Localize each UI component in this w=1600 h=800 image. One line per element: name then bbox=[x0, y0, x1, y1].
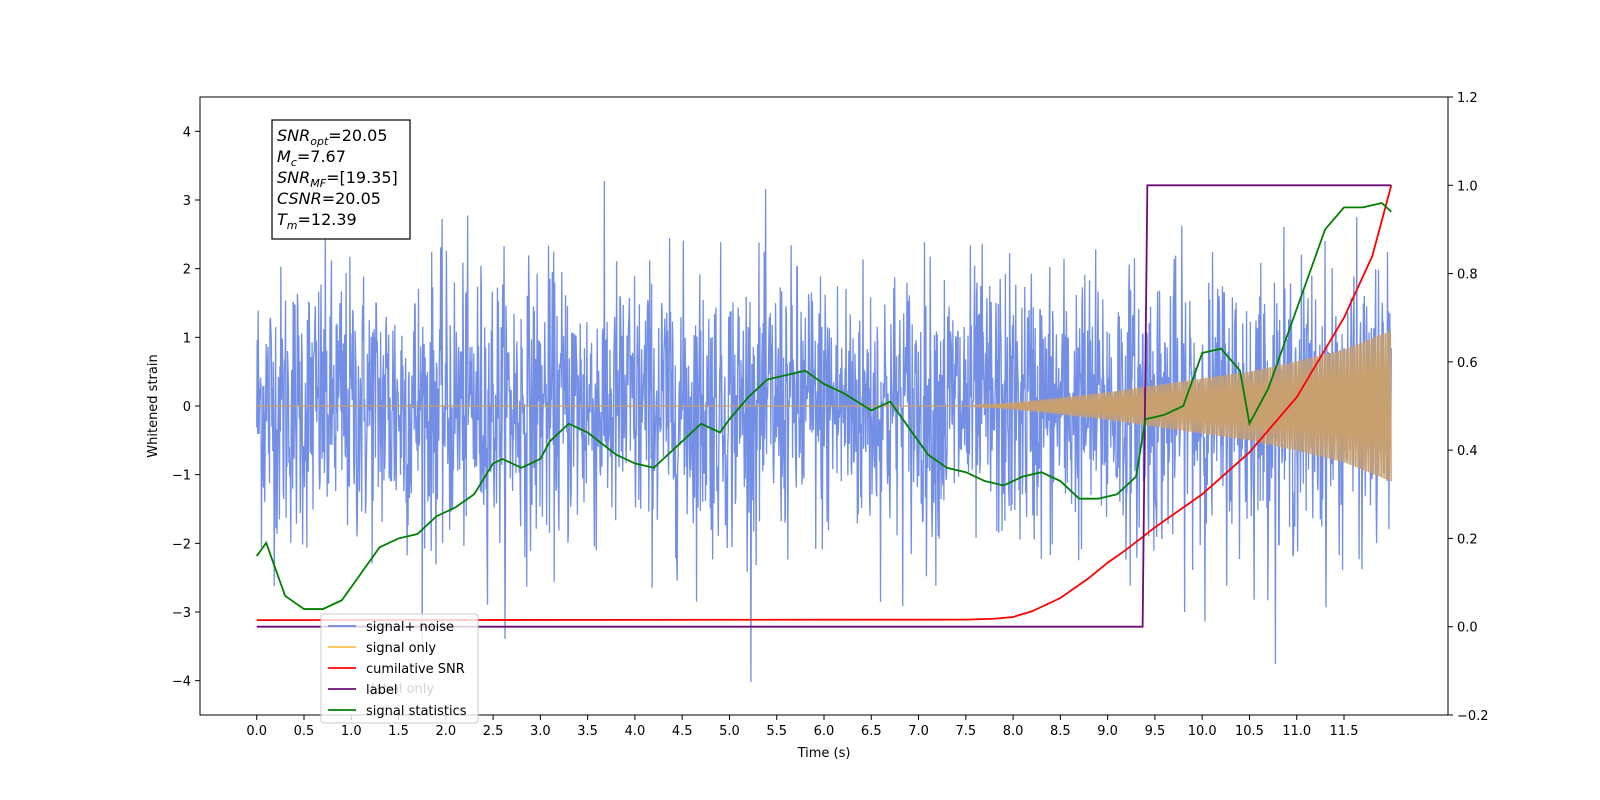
legend-hidden-text: label only bbox=[371, 682, 434, 697]
x-tick-label: 2.0 bbox=[435, 724, 456, 739]
y-axis-label: Whitened strain bbox=[146, 354, 161, 457]
series-signal-noise bbox=[256, 181, 1392, 683]
x-tick-label: 3.5 bbox=[577, 724, 598, 739]
y-tick-label: −3 bbox=[172, 606, 191, 621]
axes: 0.0 0.5 1.0 1.5 2.0 2.5 3.0 3.5 4.0 4.5 5.0 5.5 6.0 6… bbox=[172, 91, 1489, 739]
x-tick-label: 1.0 bbox=[341, 724, 362, 739]
info-line: Mc=7.67 bbox=[277, 147, 346, 169]
x-tick-label: 0.5 bbox=[294, 724, 315, 739]
series-cumilative-snr bbox=[256, 185, 1393, 621]
x-tick-label: 1.5 bbox=[388, 724, 409, 739]
legend-entry: signal+ noise bbox=[366, 620, 454, 635]
x-tick-label: 4.0 bbox=[625, 724, 646, 739]
y2-tick-label: 0.2 bbox=[1457, 532, 1478, 547]
y-tick-label: 4 bbox=[183, 125, 191, 140]
x-tick-label: 6.0 bbox=[814, 724, 835, 739]
x-tick-label: 10.0 bbox=[1188, 724, 1217, 739]
info-line: Tm=12.39 bbox=[277, 210, 357, 232]
x-tick-label: 10.5 bbox=[1235, 724, 1264, 739]
series-signal-only bbox=[256, 330, 1392, 482]
legend-frame bbox=[320, 613, 479, 724]
info-box: SNRopt=20.05Mc=7.67SNRMF=[19.35]CSNR=20.… bbox=[271, 119, 411, 240]
y-tick-label: 3 bbox=[183, 194, 191, 209]
x-tick-label: 9.0 bbox=[1097, 724, 1118, 739]
x-tick-label: 2.5 bbox=[483, 724, 504, 739]
legend-entry: cumilative SNR bbox=[366, 662, 465, 677]
y2-tick-label: 1.2 bbox=[1457, 91, 1478, 106]
x-tick-label: 3.0 bbox=[530, 724, 551, 739]
y-tick-label: 0 bbox=[183, 400, 191, 415]
y2-tick-label: 0.8 bbox=[1457, 268, 1478, 283]
y-tick-label: −1 bbox=[172, 469, 191, 484]
y2-tick-label: 0.0 bbox=[1457, 621, 1478, 636]
x-tick-label: 5.5 bbox=[766, 724, 787, 739]
y-tick-label: 1 bbox=[183, 331, 191, 346]
info-box-frame bbox=[271, 119, 411, 240]
series-label bbox=[256, 184, 1392, 628]
x-tick-label: 0.0 bbox=[246, 724, 267, 739]
info-line: SNRMF=[19.35] bbox=[277, 168, 398, 190]
y2-tick-label: −0.2 bbox=[1457, 709, 1489, 724]
y-tick-label: −4 bbox=[172, 675, 191, 690]
y-tick-label: 2 bbox=[183, 263, 191, 278]
x-tick-label: 11.5 bbox=[1330, 724, 1359, 739]
x-tick-label: 9.5 bbox=[1145, 724, 1166, 739]
x-tick-label: 11.0 bbox=[1282, 724, 1311, 739]
legend-entry: signal statistics bbox=[366, 704, 467, 719]
x-tick-label: 8.5 bbox=[1050, 724, 1071, 739]
y2-tick-label: 0.4 bbox=[1457, 444, 1478, 459]
info-line: CSNR=20.05 bbox=[277, 189, 381, 208]
x-tick-label: 4.5 bbox=[672, 724, 693, 739]
plot-area bbox=[255, 181, 1393, 683]
y2-tick-label: 0.6 bbox=[1457, 356, 1478, 371]
x-tick-label: 7.5 bbox=[955, 724, 976, 739]
x-tick-label: 7.0 bbox=[908, 724, 929, 739]
y2-tick-label: 1.0 bbox=[1457, 179, 1478, 194]
x-tick-label: 5.0 bbox=[719, 724, 740, 739]
legend-entry: label bbox=[366, 683, 397, 698]
legend-entry: signal only bbox=[366, 641, 436, 656]
series-signal-statistics bbox=[255, 201, 1392, 610]
x-axis-label: Time (s) bbox=[797, 746, 851, 761]
x-tick-label: 8.0 bbox=[1003, 724, 1024, 739]
legend: label only signal+ noise signal only cumila… bbox=[320, 613, 479, 724]
info-line: SNRopt=20.05 bbox=[277, 126, 388, 148]
x-tick-label: 6.5 bbox=[861, 724, 882, 739]
y-tick-label: −2 bbox=[172, 537, 191, 552]
